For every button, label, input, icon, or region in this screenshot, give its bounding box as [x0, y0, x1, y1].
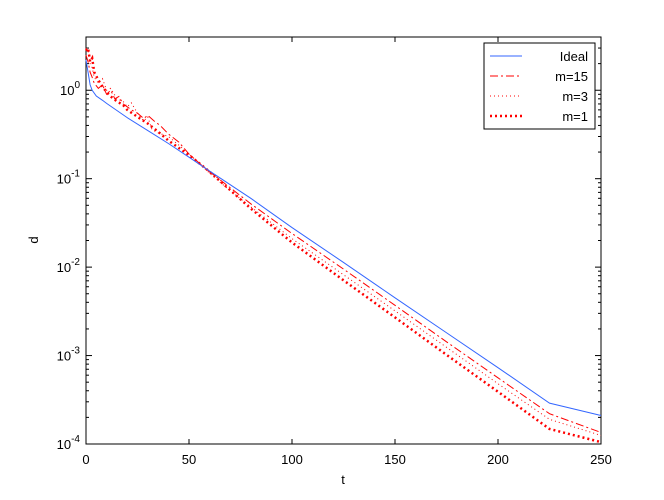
y-tick-label: 10-1 [57, 169, 81, 187]
x-tick-label: 250 [590, 452, 612, 467]
legend-label-1: m=15 [555, 69, 588, 84]
series-line-2 [85, 47, 602, 436]
y-axis-label: d [26, 236, 41, 243]
series-line-1 [85, 54, 602, 433]
legend-label-2: m=3 [562, 89, 588, 104]
y-tick-label: 100 [60, 80, 80, 98]
y-tick-label: 10-3 [57, 346, 81, 364]
series-layer [85, 44, 602, 444]
legend: Ideal m=15 m=3 m=1 [483, 42, 596, 130]
x-tick-label: 0 [82, 452, 89, 467]
y-tick-label: 10-2 [57, 257, 81, 275]
legend-label-3: m=1 [562, 109, 588, 124]
x-tick-label: 50 [182, 452, 196, 467]
x-axis: 0 50 100 150 200 250 [82, 37, 612, 467]
y-axis: 10-4 10-3 10-2 10-1 100 [57, 36, 601, 452]
x-tick-label: 100 [281, 452, 303, 467]
x-tick-label: 200 [487, 452, 509, 467]
series-line-0 [85, 59, 602, 416]
legend-label-0: Ideal [560, 49, 588, 64]
x-axis-label: t [341, 472, 345, 487]
y-tick-label: 10-4 [57, 434, 81, 452]
legend-box [483, 42, 596, 130]
x-tick-label: 150 [384, 452, 406, 467]
series-line-3 [85, 44, 602, 444]
